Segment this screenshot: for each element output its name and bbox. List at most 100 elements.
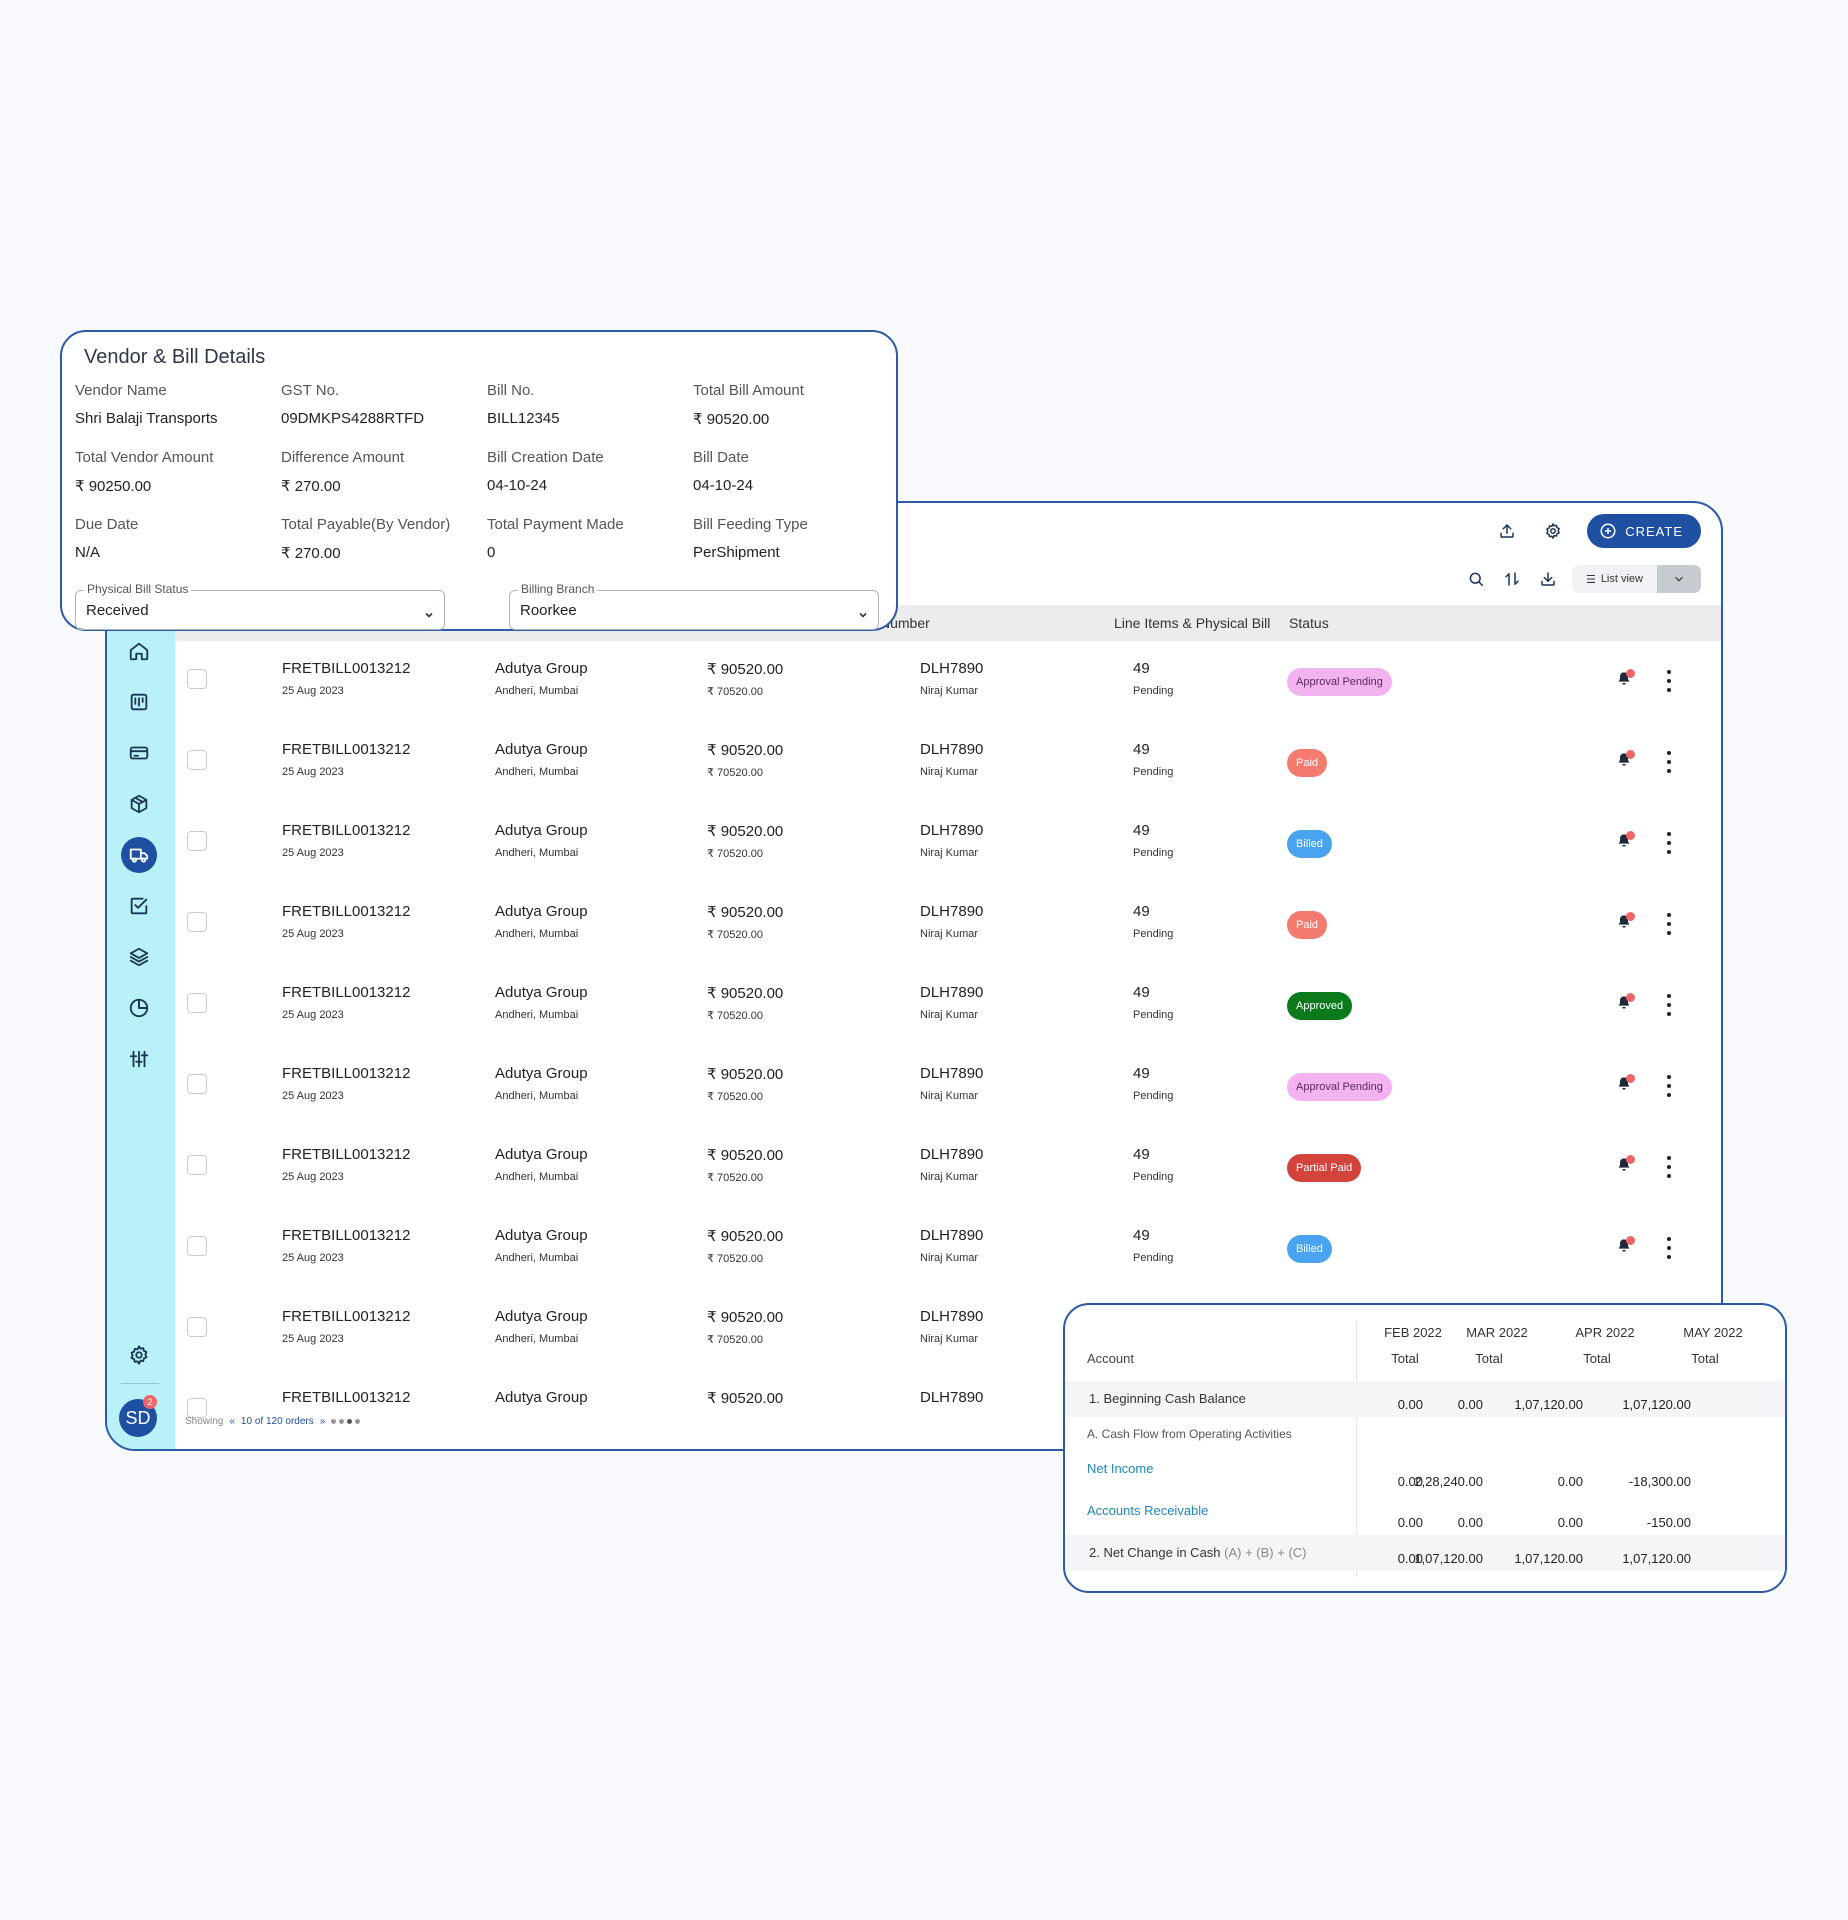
sliders-icon[interactable] (121, 1041, 157, 1077)
bell-icon[interactable] (1616, 750, 1636, 773)
cell-bill-id: FRETBILL0013212 (282, 903, 411, 920)
detail-label: Total Payable(By Vendor) (281, 516, 451, 533)
settings-icon[interactable] (1541, 519, 1565, 543)
cash-flow-card: Account FEB 2022 Total MAR 2022 Total APR … (1063, 1303, 1787, 1593)
detail-value: 09DMKPS4288RTFD (281, 410, 425, 427)
table-row[interactable]: FRETBILL0013212 25 Aug 2023 Adutya Group An… (175, 968, 1721, 1049)
truck-icon[interactable] (121, 837, 157, 873)
table-row[interactable]: FRETBILL0013212 25 Aug 2023 Adutya Group An… (175, 1130, 1721, 1211)
table-row[interactable]: FRETBILL0013212 25 Aug 2023 Adutya Group An… (175, 806, 1721, 887)
bell-icon[interactable] (1616, 1236, 1636, 1259)
chevron-down-icon (424, 607, 434, 618)
more-options-icon[interactable] (1665, 1075, 1673, 1097)
more-options-icon[interactable] (1665, 913, 1673, 935)
bell-icon[interactable] (1616, 1074, 1636, 1097)
account-label: 1. Beginning Cash Balance (1089, 1391, 1246, 1406)
row-checkbox[interactable] (187, 1236, 207, 1256)
more-options-icon[interactable] (1665, 751, 1673, 773)
table-row[interactable]: FRETBILL0013212 25 Aug 2023 Adutya Group An… (175, 1292, 1721, 1373)
row-checkbox[interactable] (187, 669, 207, 689)
detail-value: 04-10-24 (487, 477, 548, 494)
home-icon[interactable] (121, 633, 157, 669)
account-link[interactable]: Net Income (1087, 1461, 1154, 1476)
cell-bill-id: FRETBILL0013212 (282, 1308, 411, 1325)
cell-bill-id: FRETBILL0013212 (282, 1389, 411, 1406)
row-checkbox[interactable] (187, 1074, 207, 1094)
page-dots[interactable] (331, 1416, 363, 1427)
cell-amount: ₹ 90520.00 (707, 1390, 784, 1407)
detail-field: Total Bill Amount ₹ 90520.00 (693, 382, 893, 428)
more-options-icon[interactable] (1665, 994, 1673, 1016)
next-page-icon[interactable]: » (319, 1416, 326, 1427)
row-checkbox[interactable] (187, 1155, 207, 1175)
row-checkbox[interactable] (187, 1317, 207, 1337)
cash-flow-value: 2,28,240.00 (1414, 1474, 1483, 1489)
status-badge: Approval Pending (1287, 1073, 1392, 1101)
table-row[interactable]: FRETBILL0013212 25 Aug 2023 Adutya Group An… (175, 887, 1721, 968)
cash-flow-value: 0.00 (1557, 1474, 1583, 1489)
cell-line-items: 49 (1133, 984, 1150, 1001)
row-checkbox[interactable] (187, 993, 207, 1013)
checkbox-icon[interactable] (121, 888, 157, 924)
layers-icon[interactable] (121, 939, 157, 975)
cell-bill-id: FRETBILL0013212 (282, 1227, 411, 1244)
create-button[interactable]: CREATE (1587, 514, 1701, 548)
cash-flow-value: 0.00 (1457, 1515, 1483, 1530)
top-toolbar: CREATE (1495, 513, 1701, 549)
package-icon[interactable] (121, 786, 157, 822)
billing-branch-select[interactable]: Billing Branch Roorkee (509, 582, 879, 630)
list-view-label: List view (1600, 573, 1643, 585)
column-header-line-items[interactable]: Line Items & Physical Bill (1114, 615, 1271, 631)
bell-icon[interactable] (1616, 831, 1636, 854)
bell-icon[interactable] (1616, 993, 1636, 1016)
row-checkbox[interactable] (187, 912, 207, 932)
detail-value: 0 (487, 544, 496, 561)
upload-icon[interactable] (1495, 519, 1519, 543)
table-row[interactable]: FRETBILL0013212 25 Aug 2023 Adutya Group An… (175, 1211, 1721, 1292)
more-options-icon[interactable] (1665, 832, 1673, 854)
detail-field: Total Payable(By Vendor) ₹ 270.00 (281, 516, 481, 562)
cash-flow-row: 2. Net Change in Cash (A) + (B) + (C) 0.0… (1065, 1535, 1785, 1571)
table-row[interactable]: FRETBILL0013212 25 Aug 2023 Adutya Group An… (175, 644, 1721, 725)
sort-icon[interactable] (1500, 567, 1524, 591)
cell-date: 25 Aug 2023 (282, 1090, 344, 1102)
detail-field: Bill No. BILL12345 (487, 382, 687, 427)
detail-value: ₹ 90520.00 (693, 411, 770, 428)
cell-amount: ₹ 90520.00 (707, 742, 784, 759)
list-view-selector[interactable]: ☰ List view (1571, 565, 1701, 593)
cell-vendor: Adutya Group (495, 1227, 588, 1244)
board-icon[interactable] (121, 684, 157, 720)
prev-page-icon[interactable]: « (229, 1416, 235, 1427)
download-icon[interactable] (1536, 567, 1560, 591)
cell-sub-amount: ₹ 70520.00 (707, 1172, 763, 1184)
more-options-icon[interactable] (1665, 1237, 1673, 1259)
avatar[interactable]: SD (119, 1399, 157, 1437)
detail-field: Total Payment Made 0 (487, 516, 687, 561)
cell-location: Andheri, Mumbai (495, 1171, 579, 1183)
account-link[interactable]: Accounts Receivable (1087, 1503, 1209, 1518)
column-header-status[interactable]: Status (1289, 615, 1329, 631)
cell-person: Niraj Kumar (920, 847, 979, 859)
bell-icon[interactable] (1616, 1155, 1636, 1178)
bell-icon[interactable] (1616, 912, 1636, 935)
physical-bill-status-select[interactable]: Physical Bill Status Received (75, 582, 445, 630)
pie-chart-icon[interactable] (121, 990, 157, 1026)
detail-label: Due Date (75, 516, 139, 533)
search-icon[interactable] (1464, 567, 1488, 591)
row-checkbox[interactable] (187, 750, 207, 770)
bell-icon[interactable] (1616, 669, 1636, 692)
more-options-icon[interactable] (1665, 670, 1673, 692)
row-checkbox[interactable] (187, 1398, 207, 1418)
more-options-icon[interactable] (1665, 1156, 1673, 1178)
table-row[interactable]: FRETBILL0013212 25 Aug 2023 Adutya Group An… (175, 1049, 1721, 1130)
vendor-bill-details-card: Vendor & Bill Details Vendor Name Shri B… (60, 330, 898, 631)
month-header: FEB 2022 (1384, 1325, 1442, 1340)
table-row[interactable]: FRETBILL0013212 Adutya Group ₹ 90520.00 DLH… (175, 1373, 1721, 1449)
gear-icon[interactable] (121, 1337, 157, 1373)
table-row[interactable]: FRETBILL0013212 25 Aug 2023 Adutya Group An… (175, 725, 1721, 806)
card-title: Vendor & Bill Details (84, 346, 266, 368)
row-checkbox[interactable] (187, 831, 207, 851)
chevron-down-icon[interactable] (1657, 565, 1701, 593)
card-icon[interactable] (121, 735, 157, 771)
status-badge: Paid (1287, 749, 1328, 777)
